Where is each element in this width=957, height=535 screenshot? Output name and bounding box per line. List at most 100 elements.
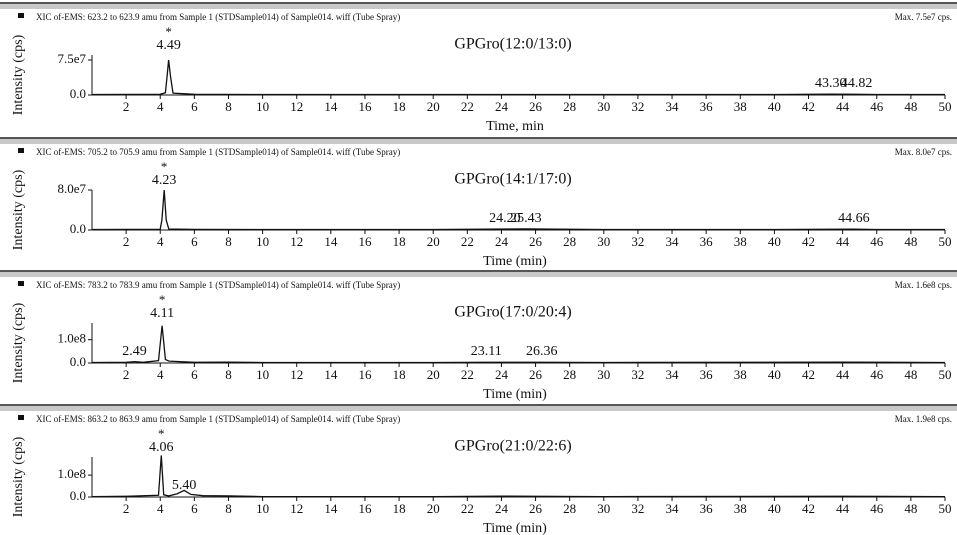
x-tick-label: 22: [461, 501, 474, 516]
x-tick-label: 14: [324, 367, 338, 382]
x-tick-label: 26: [529, 501, 543, 516]
x-tick-label: 30: [597, 99, 610, 114]
panel-header: XIC of-EMS: 705.2 to 705.9 amu from Samp…: [36, 147, 400, 157]
peak-label: 5.40: [172, 478, 197, 493]
x-tick-label: 18: [393, 367, 406, 382]
peak-label: 44.82: [841, 76, 873, 91]
x-tick-label: 34: [666, 501, 680, 516]
x-axis-label: Time, min: [486, 119, 544, 134]
x-tick-label: 46: [870, 99, 884, 114]
peak-marker: *: [159, 292, 166, 307]
panel-strip: [0, 270, 957, 277]
chart-title: GPGro(17:0/20:4): [454, 304, 571, 321]
x-tick-label: 6: [191, 501, 198, 516]
trace: [91, 189, 945, 231]
x-tick-label: 10: [256, 367, 269, 382]
peak-marker: *: [161, 159, 168, 174]
x-tick-label: 28: [563, 367, 576, 382]
peak-label: 44.66: [838, 211, 870, 226]
x-tick-label: 38: [734, 234, 747, 249]
y-axis-label: Intensity (cps): [11, 436, 26, 517]
x-tick-label: 38: [734, 99, 747, 114]
x-tick-label: 42: [802, 99, 815, 114]
max-label: Max. 1.6e8 cps.: [895, 280, 952, 290]
y-tick-label: 1.0e8: [57, 331, 86, 346]
x-tick-label: 18: [393, 234, 406, 249]
x-tick-label: 38: [734, 367, 747, 382]
trace: [91, 325, 946, 364]
x-tick-label: 42: [802, 501, 815, 516]
x-tick-label: 48: [904, 367, 917, 382]
x-tick-label: 36: [700, 234, 714, 249]
x-tick-label: 48: [904, 99, 917, 114]
x-tick-label: 6: [191, 234, 198, 249]
x-tick-label: 26: [529, 99, 543, 114]
x-tick-label: 50: [939, 99, 952, 114]
peak-label: 4.11: [150, 306, 174, 321]
panel-strip-line: [0, 2, 957, 4]
y-tick-label: 0.0: [70, 354, 86, 369]
y-tick-label: 0.0: [70, 488, 86, 503]
x-tick-label: 32: [631, 501, 644, 516]
panel-icon: [18, 415, 24, 420]
x-tick-label: 24: [495, 99, 509, 114]
x-tick-label: 40: [768, 99, 781, 114]
x-tick-label: 14: [324, 99, 338, 114]
x-tick-label: 32: [631, 99, 644, 114]
x-tick-label: 32: [631, 367, 644, 382]
x-tick-label: 30: [597, 501, 610, 516]
x-tick-label: 50: [939, 501, 952, 516]
x-tick-label: 36: [700, 367, 714, 382]
x-tick-label: 8: [225, 99, 232, 114]
trace: [91, 59, 945, 96]
peak-label: 4.06: [149, 440, 174, 455]
chart-title: GPGro(14:1/17:0): [454, 171, 571, 188]
x-tick-label: 34: [666, 99, 680, 114]
x-tick-label: 10: [256, 501, 269, 516]
panel-strip: [0, 137, 957, 144]
x-tick-label: 24: [495, 501, 509, 516]
x-tick-label: 16: [358, 99, 372, 114]
panel-strip: [0, 2, 957, 9]
x-tick-label: 4: [157, 234, 164, 249]
max-label: Max. 8.0e7 cps.: [895, 147, 952, 157]
x-tick-label: 48: [904, 234, 917, 249]
x-tick-label: 16: [358, 501, 372, 516]
y-tick-label: 0.0: [70, 86, 86, 101]
chart-title: GPGro(12:0/13:0): [454, 36, 571, 53]
x-tick-label: 22: [461, 234, 474, 249]
panel-header: XIC of-EMS: 623.2 to 623.9 amu from Samp…: [36, 12, 400, 22]
y-tick-label: 1.0e8: [57, 466, 86, 481]
x-tick-label: 50: [939, 367, 952, 382]
x-axis-label: Time (min): [483, 254, 547, 269]
x-tick-label: 34: [666, 367, 680, 382]
x-tick-label: 4: [157, 367, 164, 382]
y-axis-label: Intensity (cps): [11, 302, 26, 383]
y-tick-label: 0.0: [70, 221, 86, 236]
x-tick-label: 44: [836, 367, 850, 382]
x-tick-label: 32: [631, 234, 644, 249]
x-tick-label: 16: [358, 367, 372, 382]
x-tick-label: 46: [870, 234, 884, 249]
x-tick-label: 46: [870, 501, 884, 516]
x-tick-label: 28: [563, 501, 576, 516]
x-tick-label: 12: [290, 99, 303, 114]
panel-icon: [18, 281, 24, 286]
x-tick-label: 8: [225, 234, 232, 249]
panel-icon: [18, 13, 24, 18]
x-axis-label: Time (min): [483, 387, 547, 402]
peak-label: 4.49: [156, 38, 181, 53]
x-tick-label: 6: [191, 99, 198, 114]
x-tick-label: 22: [461, 367, 474, 382]
x-tick-label: 8: [225, 367, 232, 382]
y-axis-label: Intensity (cps): [11, 34, 26, 115]
panel-strip-line: [0, 137, 957, 139]
max-label: Max. 1.9e8 cps.: [895, 414, 952, 424]
trace: [91, 455, 946, 498]
x-tick-label: 14: [324, 501, 338, 516]
x-tick-label: 40: [768, 234, 781, 249]
x-tick-label: 18: [393, 99, 406, 114]
x-tick-label: 24: [495, 234, 509, 249]
x-tick-label: 2: [123, 99, 130, 114]
y-tick-label: 7.5e7: [57, 51, 86, 66]
